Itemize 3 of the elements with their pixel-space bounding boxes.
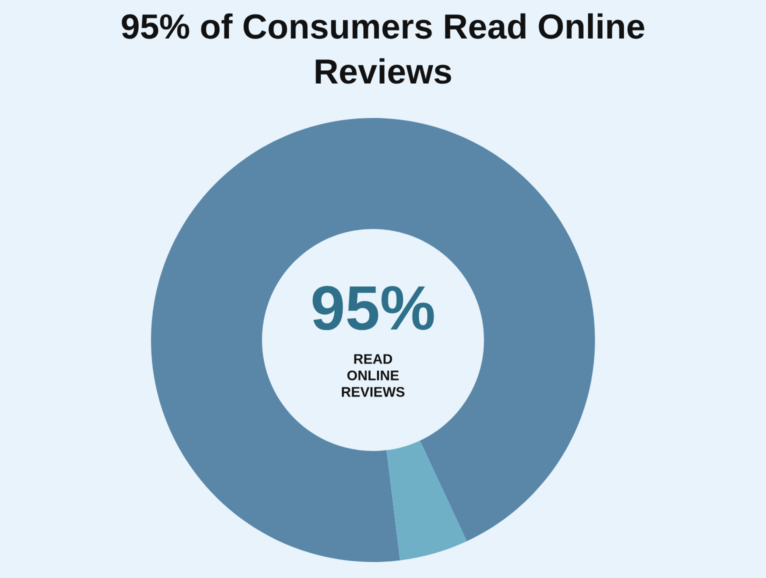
chart-title: 95% of Consumers Read Online Reviews	[122, 13, 644, 84]
data-label: 95%	[312, 286, 434, 330]
slice-label: READ ONLINE REVIEWS	[342, 354, 404, 397]
